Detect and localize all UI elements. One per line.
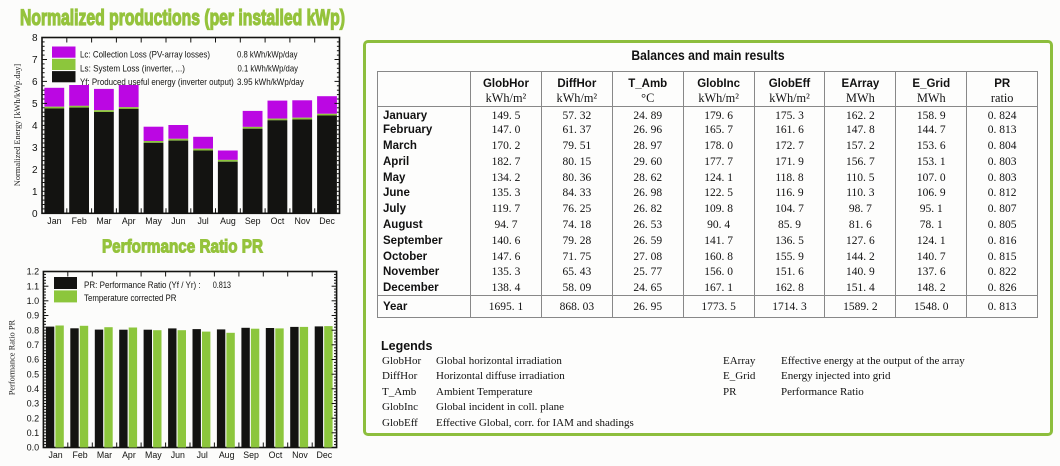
svg-text:Sep: Sep bbox=[245, 216, 261, 226]
svg-text:7: 7 bbox=[32, 55, 38, 66]
svg-text:Oct: Oct bbox=[271, 216, 285, 226]
svg-text:3: 3 bbox=[32, 143, 38, 154]
svg-text:Nov: Nov bbox=[292, 450, 308, 460]
svg-text:0.8: 0.8 bbox=[27, 325, 40, 335]
svg-text:Sep: Sep bbox=[243, 450, 259, 460]
svg-text:1.0: 1.0 bbox=[27, 296, 40, 306]
svg-text:Apr: Apr bbox=[122, 216, 136, 226]
svg-text:0.4: 0.4 bbox=[27, 384, 40, 394]
svg-text:Temperature corrected PR: Temperature corrected PR bbox=[84, 293, 177, 303]
svg-text:Lc: Collection Loss (PV-array: Lc: Collection Loss (PV-array losses) bbox=[80, 50, 210, 60]
svg-text:Jan: Jan bbox=[47, 216, 61, 226]
svg-text:0: 0 bbox=[32, 209, 38, 220]
svg-text:Jun: Jun bbox=[171, 450, 185, 460]
svg-text:Jun: Jun bbox=[171, 216, 185, 226]
svg-text:Aug: Aug bbox=[220, 216, 236, 226]
svg-text:0.0: 0.0 bbox=[27, 443, 40, 453]
svg-text:May: May bbox=[145, 450, 162, 460]
svg-text:Jul: Jul bbox=[197, 450, 208, 460]
svg-text:Oct: Oct bbox=[269, 450, 283, 460]
svg-text:0.3: 0.3 bbox=[27, 399, 40, 409]
svg-text:4: 4 bbox=[32, 121, 38, 132]
svg-text:0.1 kWh/kWp/day: 0.1 kWh/kWp/day bbox=[238, 63, 299, 73]
svg-text:0.9: 0.9 bbox=[27, 311, 40, 321]
svg-text:May: May bbox=[145, 216, 162, 226]
svg-text:1: 1 bbox=[32, 187, 38, 198]
svg-text:Normalized productions (per in: Normalized productions (per installed kW… bbox=[20, 5, 345, 30]
svg-text:Ls: System Loss (inverter, ..: Ls: System Loss (inverter, ...) bbox=[80, 63, 185, 73]
svg-text:0.7: 0.7 bbox=[27, 340, 40, 350]
svg-text:3.95 kWh/kWp/day: 3.95 kWh/kWp/day bbox=[237, 77, 304, 87]
svg-text:0.5: 0.5 bbox=[27, 369, 40, 379]
svg-text:5: 5 bbox=[32, 99, 38, 110]
svg-text:Apr: Apr bbox=[122, 450, 136, 460]
svg-text:Nov: Nov bbox=[294, 216, 310, 226]
svg-text:6: 6 bbox=[32, 77, 38, 88]
svg-text:Aug: Aug bbox=[219, 450, 235, 460]
svg-text:0.1: 0.1 bbox=[27, 428, 40, 438]
svg-text:PR: Performance Ratio (Yf / Yr: PR: Performance Ratio (Yf / Yr) : bbox=[84, 280, 201, 290]
svg-text:Dec: Dec bbox=[319, 216, 335, 226]
svg-text:Feb: Feb bbox=[72, 216, 87, 226]
svg-text:0.813: 0.813 bbox=[213, 280, 231, 290]
svg-text:0.6: 0.6 bbox=[27, 355, 40, 365]
svg-text:2: 2 bbox=[32, 165, 38, 176]
svg-text:Dec: Dec bbox=[317, 450, 333, 460]
svg-text:Mar: Mar bbox=[96, 216, 111, 226]
svg-text:Yf: Produced useful energy (i: Yf: Produced useful energy (inverter out… bbox=[80, 77, 234, 87]
svg-text:Jul: Jul bbox=[198, 216, 209, 226]
svg-text:Performance Ratio PR: Performance Ratio PR bbox=[102, 235, 263, 256]
svg-text:1.2: 1.2 bbox=[27, 267, 40, 277]
svg-text:Jan: Jan bbox=[49, 450, 63, 460]
svg-text:Normalized Energy [kWh/kWp.day: Normalized Energy [kWh/kWp.day] bbox=[13, 64, 22, 187]
svg-text:Performance Ratio PR: Performance Ratio PR bbox=[8, 320, 17, 396]
svg-text:Mar: Mar bbox=[97, 450, 112, 460]
svg-text:1.1: 1.1 bbox=[27, 281, 40, 291]
svg-text:8: 8 bbox=[32, 33, 38, 44]
svg-text:Feb: Feb bbox=[72, 450, 87, 460]
svg-text:0.8 kWh/kWp/day: 0.8 kWh/kWp/day bbox=[237, 50, 298, 60]
svg-text:0.2: 0.2 bbox=[27, 413, 40, 423]
